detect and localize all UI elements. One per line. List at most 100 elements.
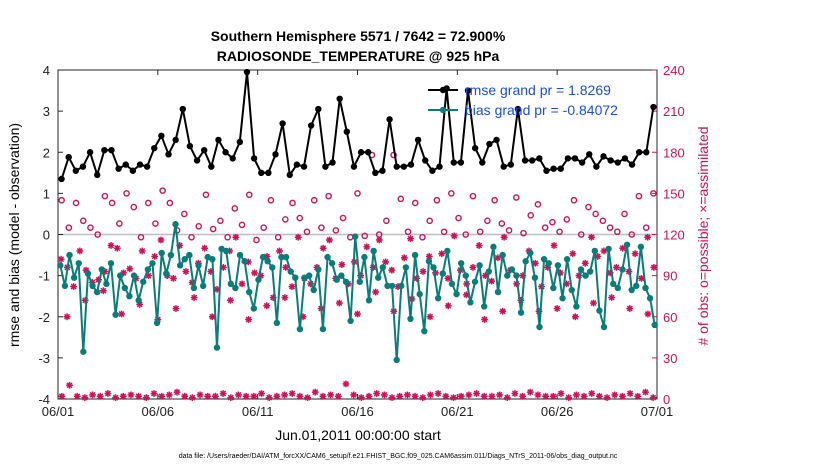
- rmse-point: [300, 163, 308, 170]
- bias-point: [527, 249, 534, 257]
- assimilated-marker: [465, 391, 473, 399]
- possible-marker: [58, 196, 65, 204]
- assimilated-marker: [204, 392, 212, 400]
- assimilated-marker: [73, 392, 81, 400]
- possible-marker: [628, 231, 636, 238]
- bias-point: [476, 262, 483, 269]
- bias-point: [319, 325, 327, 333]
- bias-point: [130, 272, 138, 279]
- assimilated-lower-marker: [571, 313, 579, 321]
- assimilated-marker: [519, 392, 527, 400]
- bias-point: [623, 241, 631, 248]
- rmse-point: [400, 163, 408, 170]
- assimilated-marker: [119, 392, 127, 400]
- assimilated-marker: [534, 391, 542, 399]
- rmse-point: [450, 159, 457, 166]
- rmse-point: [79, 163, 87, 170]
- bias-point: [342, 278, 350, 285]
- bias-point: [508, 266, 516, 273]
- possible-marker: [289, 199, 296, 207]
- possible-marker: [231, 205, 239, 212]
- assimilated-lower-marker: [227, 296, 234, 304]
- y-left-tick-label: -3: [38, 351, 50, 366]
- y-axis-left-label: rmse and bias (model - observation): [6, 123, 22, 347]
- assimilated-marker: [611, 391, 619, 399]
- bias-point: [619, 266, 626, 273]
- bias-point: [582, 272, 589, 279]
- rmse-point: [578, 159, 586, 166]
- assimilated-upper-marker: [388, 266, 396, 274]
- possible-marker: [94, 231, 101, 238]
- possible-marker: [144, 199, 152, 207]
- possible-marker: [462, 231, 470, 238]
- possible-marker: [101, 192, 109, 200]
- bias-line: [59, 223, 656, 361]
- bias-point: [338, 272, 345, 279]
- bias-point: [75, 260, 82, 267]
- assimilated-markers-group: [58, 380, 657, 402]
- assimilated-marker: [419, 394, 427, 402]
- possible-marker: [577, 231, 585, 238]
- assimilated-marker: [281, 391, 288, 399]
- possible-marker: [339, 214, 347, 222]
- possible-marker: [253, 236, 260, 244]
- assimilated-upper-marker: [326, 236, 333, 244]
- rmse-point: [293, 161, 301, 168]
- rmse-point: [215, 136, 222, 144]
- assimilated-upper-marker: [588, 233, 595, 241]
- bias-point: [637, 243, 645, 251]
- bias-point: [568, 286, 575, 294]
- bias-point: [167, 251, 175, 259]
- rmse-point: [643, 149, 650, 156]
- bias-point: [393, 356, 400, 364]
- assimilated-marker: [342, 380, 350, 388]
- assimilated-upper-marker: [469, 264, 477, 271]
- assimilated-marker: [350, 391, 358, 399]
- assimilated-lower-marker: [590, 299, 597, 307]
- bias-point: [411, 251, 419, 259]
- y-left-tick-label: -4: [38, 392, 50, 407]
- assimilated-upper-marker: [382, 258, 389, 266]
- possible-marker: [534, 201, 542, 208]
- bias-point: [379, 264, 387, 271]
- chart-title: Southern Hemisphere 5571 / 7642 = 72.900…: [211, 28, 506, 44]
- assimilated-marker: [58, 392, 66, 400]
- bias-point: [112, 311, 119, 318]
- rmse-point: [108, 146, 115, 154]
- possible-marker: [563, 216, 571, 223]
- assimilated-upper-marker: [450, 232, 458, 240]
- bias-point: [61, 282, 69, 290]
- bias-point: [646, 295, 654, 302]
- chart-subtitle: RADIOSONDE_TEMPERATURE @ 925 hPa: [217, 48, 500, 64]
- assimilated-upper-marker: [251, 269, 258, 277]
- bias-point: [600, 323, 608, 331]
- rmse-point: [600, 153, 607, 160]
- possible-marker: [570, 196, 578, 204]
- bias-point: [351, 233, 359, 240]
- rmse-point: [72, 167, 80, 174]
- y-right-tick-label: 150: [663, 186, 685, 201]
- assimilated-marker: [311, 388, 319, 396]
- assimilated-lower-marker: [481, 316, 488, 323]
- possible-marker: [484, 217, 491, 225]
- bias-point: [573, 303, 580, 310]
- bias-point: [554, 262, 562, 269]
- y-right-tick-label: 0: [663, 392, 670, 407]
- bias-point: [57, 262, 64, 269]
- bias-point: [103, 280, 110, 288]
- rmse-point: [614, 159, 621, 166]
- assimilated-upper-marker: [494, 254, 502, 262]
- bias-point: [255, 276, 262, 283]
- rmse-point: [222, 149, 229, 156]
- rmse-point: [571, 155, 579, 162]
- possible-marker: [303, 228, 311, 236]
- rmse-point: [65, 153, 72, 161]
- assimilated-marker: [480, 392, 488, 400]
- bias-point: [485, 268, 493, 275]
- rmse-point: [129, 167, 137, 174]
- bias-point: [333, 276, 340, 283]
- assimilated-marker: [580, 392, 588, 400]
- rmse-point: [357, 149, 365, 156]
- assimilated-upper-marker: [76, 247, 84, 255]
- possible-marker: [556, 228, 563, 236]
